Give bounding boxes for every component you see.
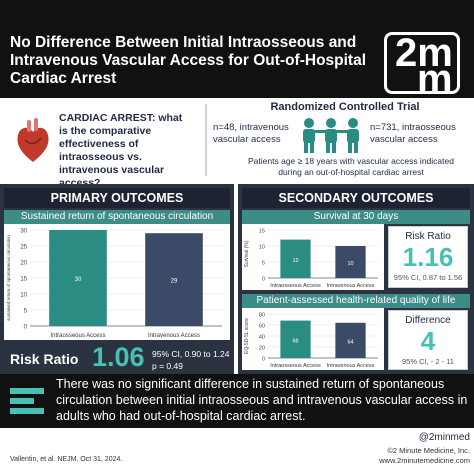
heart-icon bbox=[17, 118, 49, 162]
y-tick-label: 0 bbox=[262, 357, 265, 363]
conclusion-banner bbox=[0, 374, 474, 428]
survival-stat-box: Risk Ratio 1.16 95% CI, 0.87 to 1.56 bbox=[388, 226, 468, 288]
bar bbox=[49, 230, 107, 326]
logo-text-top: 2m bbox=[395, 31, 453, 75]
website-link[interactable]: www.2minutemedicine.com bbox=[379, 455, 470, 465]
x-tick-label: Intravenous Access bbox=[327, 283, 375, 289]
inclusion-criteria: Patients age ≥ 18 years with vascular ac… bbox=[248, 156, 454, 177]
qol-stat-ci: 95% CI, - 2 - 11 bbox=[402, 357, 454, 366]
people-icon bbox=[303, 118, 359, 153]
primary-bar-chart: sustained return of spontaneous circulat… bbox=[6, 229, 222, 339]
logo-text-bottom: m bbox=[417, 57, 453, 101]
x-tick-label: Intravenous Access bbox=[148, 333, 200, 339]
survival-chart-area: Survival (%) 0 5 10 15 12 Intraosseous Access 1… bbox=[242, 224, 384, 290]
survival-bar-chart: Survival (%) 0 5 10 15 12 Intraosseous Access 1… bbox=[244, 229, 378, 289]
page-title: No Difference Between Initial Intraosseo… bbox=[10, 34, 367, 87]
qol-bar-chart: EQ-5D-5L score 0 20 40 60 80 68 Intraosseous Ac… bbox=[244, 313, 378, 369]
citation: Vallentin, et al. NEJM. Oct 31, 2024. bbox=[10, 456, 123, 463]
data-label: 29 bbox=[171, 279, 178, 285]
y-tick-label: 30 bbox=[20, 229, 27, 235]
footer bbox=[0, 428, 474, 470]
y-tick-label: 60 bbox=[259, 324, 265, 330]
y-tick-label: 20 bbox=[20, 261, 27, 267]
y-tick-label: 5 bbox=[24, 309, 28, 315]
arm-intraosseous: n=731, intraosseous vascular access bbox=[370, 122, 456, 145]
y-tick-label: 10 bbox=[259, 245, 265, 251]
bar bbox=[145, 233, 203, 326]
bar bbox=[335, 322, 366, 358]
qol-stat-label: Difference bbox=[405, 315, 451, 326]
y-axis-label: sustained return of spontaneous circulat… bbox=[6, 235, 11, 321]
primary-risk-value: 1.06 bbox=[92, 342, 145, 372]
data-label: 10 bbox=[347, 261, 353, 267]
y-tick-label: 25 bbox=[20, 245, 27, 251]
conclusion-text: There was no significant difference in s… bbox=[56, 377, 468, 423]
y-axis-label: Survival (%) bbox=[244, 240, 250, 267]
data-label: 68 bbox=[292, 338, 298, 344]
social-handle[interactable]: @2minmed bbox=[418, 432, 470, 443]
arm-intravenous: n=48, intravenous vascular access bbox=[213, 122, 289, 145]
qol-stat-box: Difference 4 95% CI, - 2 - 11 bbox=[388, 310, 468, 370]
brand-logo: 2m m bbox=[384, 31, 460, 101]
trial-design: Randomized Controlled Trial bbox=[270, 101, 420, 113]
primary-outcomes-heading: PRIMARY OUTCOMES bbox=[4, 188, 230, 208]
section-divider bbox=[205, 104, 207, 176]
qol-chart-area: EQ-5D-5L score 0 20 40 60 80 68 Intraosseous Ac… bbox=[242, 308, 384, 370]
primary-p-value: p = 0.49 bbox=[152, 361, 183, 371]
y-tick-label: 10 bbox=[20, 293, 27, 299]
header-banner bbox=[0, 0, 474, 98]
bar bbox=[335, 246, 366, 278]
x-tick-label: Intraosseous Access bbox=[50, 333, 105, 339]
y-tick-label: 0 bbox=[24, 325, 28, 331]
y-tick-label: 0 bbox=[262, 277, 265, 283]
clinical-question: CARDIAC ARREST: what is the comparative … bbox=[59, 112, 183, 189]
primary-ci: 95% CI, 0.90 to 1.24 bbox=[152, 349, 230, 359]
y-tick-label: 40 bbox=[259, 335, 265, 341]
data-label: 12 bbox=[292, 258, 298, 264]
survival-stat-value: 1.16 bbox=[402, 242, 454, 272]
x-tick-label: Intraosseous Access bbox=[270, 363, 321, 369]
data-label: 30 bbox=[75, 277, 82, 283]
primary-chart-title: Sustained return of spontaneous circulat… bbox=[4, 210, 230, 224]
y-tick-label: 5 bbox=[262, 261, 265, 267]
y-tick-label: 80 bbox=[259, 313, 265, 319]
secondary-outcomes-heading: SECONDARY OUTCOMES bbox=[242, 188, 470, 208]
primary-risk-label: Risk Ratio bbox=[10, 351, 79, 367]
data-label: 64 bbox=[347, 339, 353, 345]
copyright-text: ©2 Minute Medicine, Inc. bbox=[387, 446, 470, 455]
y-axis-label: EQ-5D-5L score bbox=[244, 318, 250, 354]
qol-stat-value: 4 bbox=[420, 326, 436, 356]
x-tick-label: Intravenous Access bbox=[327, 363, 375, 369]
copyright: ©2 Minute Medicine, Inc. www.2minutemedi… bbox=[320, 446, 470, 465]
y-tick-label: 20 bbox=[259, 346, 265, 352]
y-tick-label: 15 bbox=[20, 277, 27, 283]
x-tick-label: Intraosseous Access bbox=[270, 283, 321, 289]
summary-bars-icon bbox=[10, 388, 44, 414]
survival-stat-ci: 95% CI, 0.87 to 1.56 bbox=[393, 273, 463, 282]
y-tick-label: 15 bbox=[259, 229, 265, 235]
bar bbox=[280, 239, 311, 278]
survival-chart-title: Survival at 30 days bbox=[242, 210, 470, 224]
survival-stat-label: Risk Ratio bbox=[405, 231, 451, 242]
primary-chart-area: sustained return of spontaneous circulat… bbox=[4, 224, 230, 340]
bar bbox=[280, 320, 311, 358]
qol-chart-title: Patient-assessed health-related quality … bbox=[242, 294, 470, 308]
